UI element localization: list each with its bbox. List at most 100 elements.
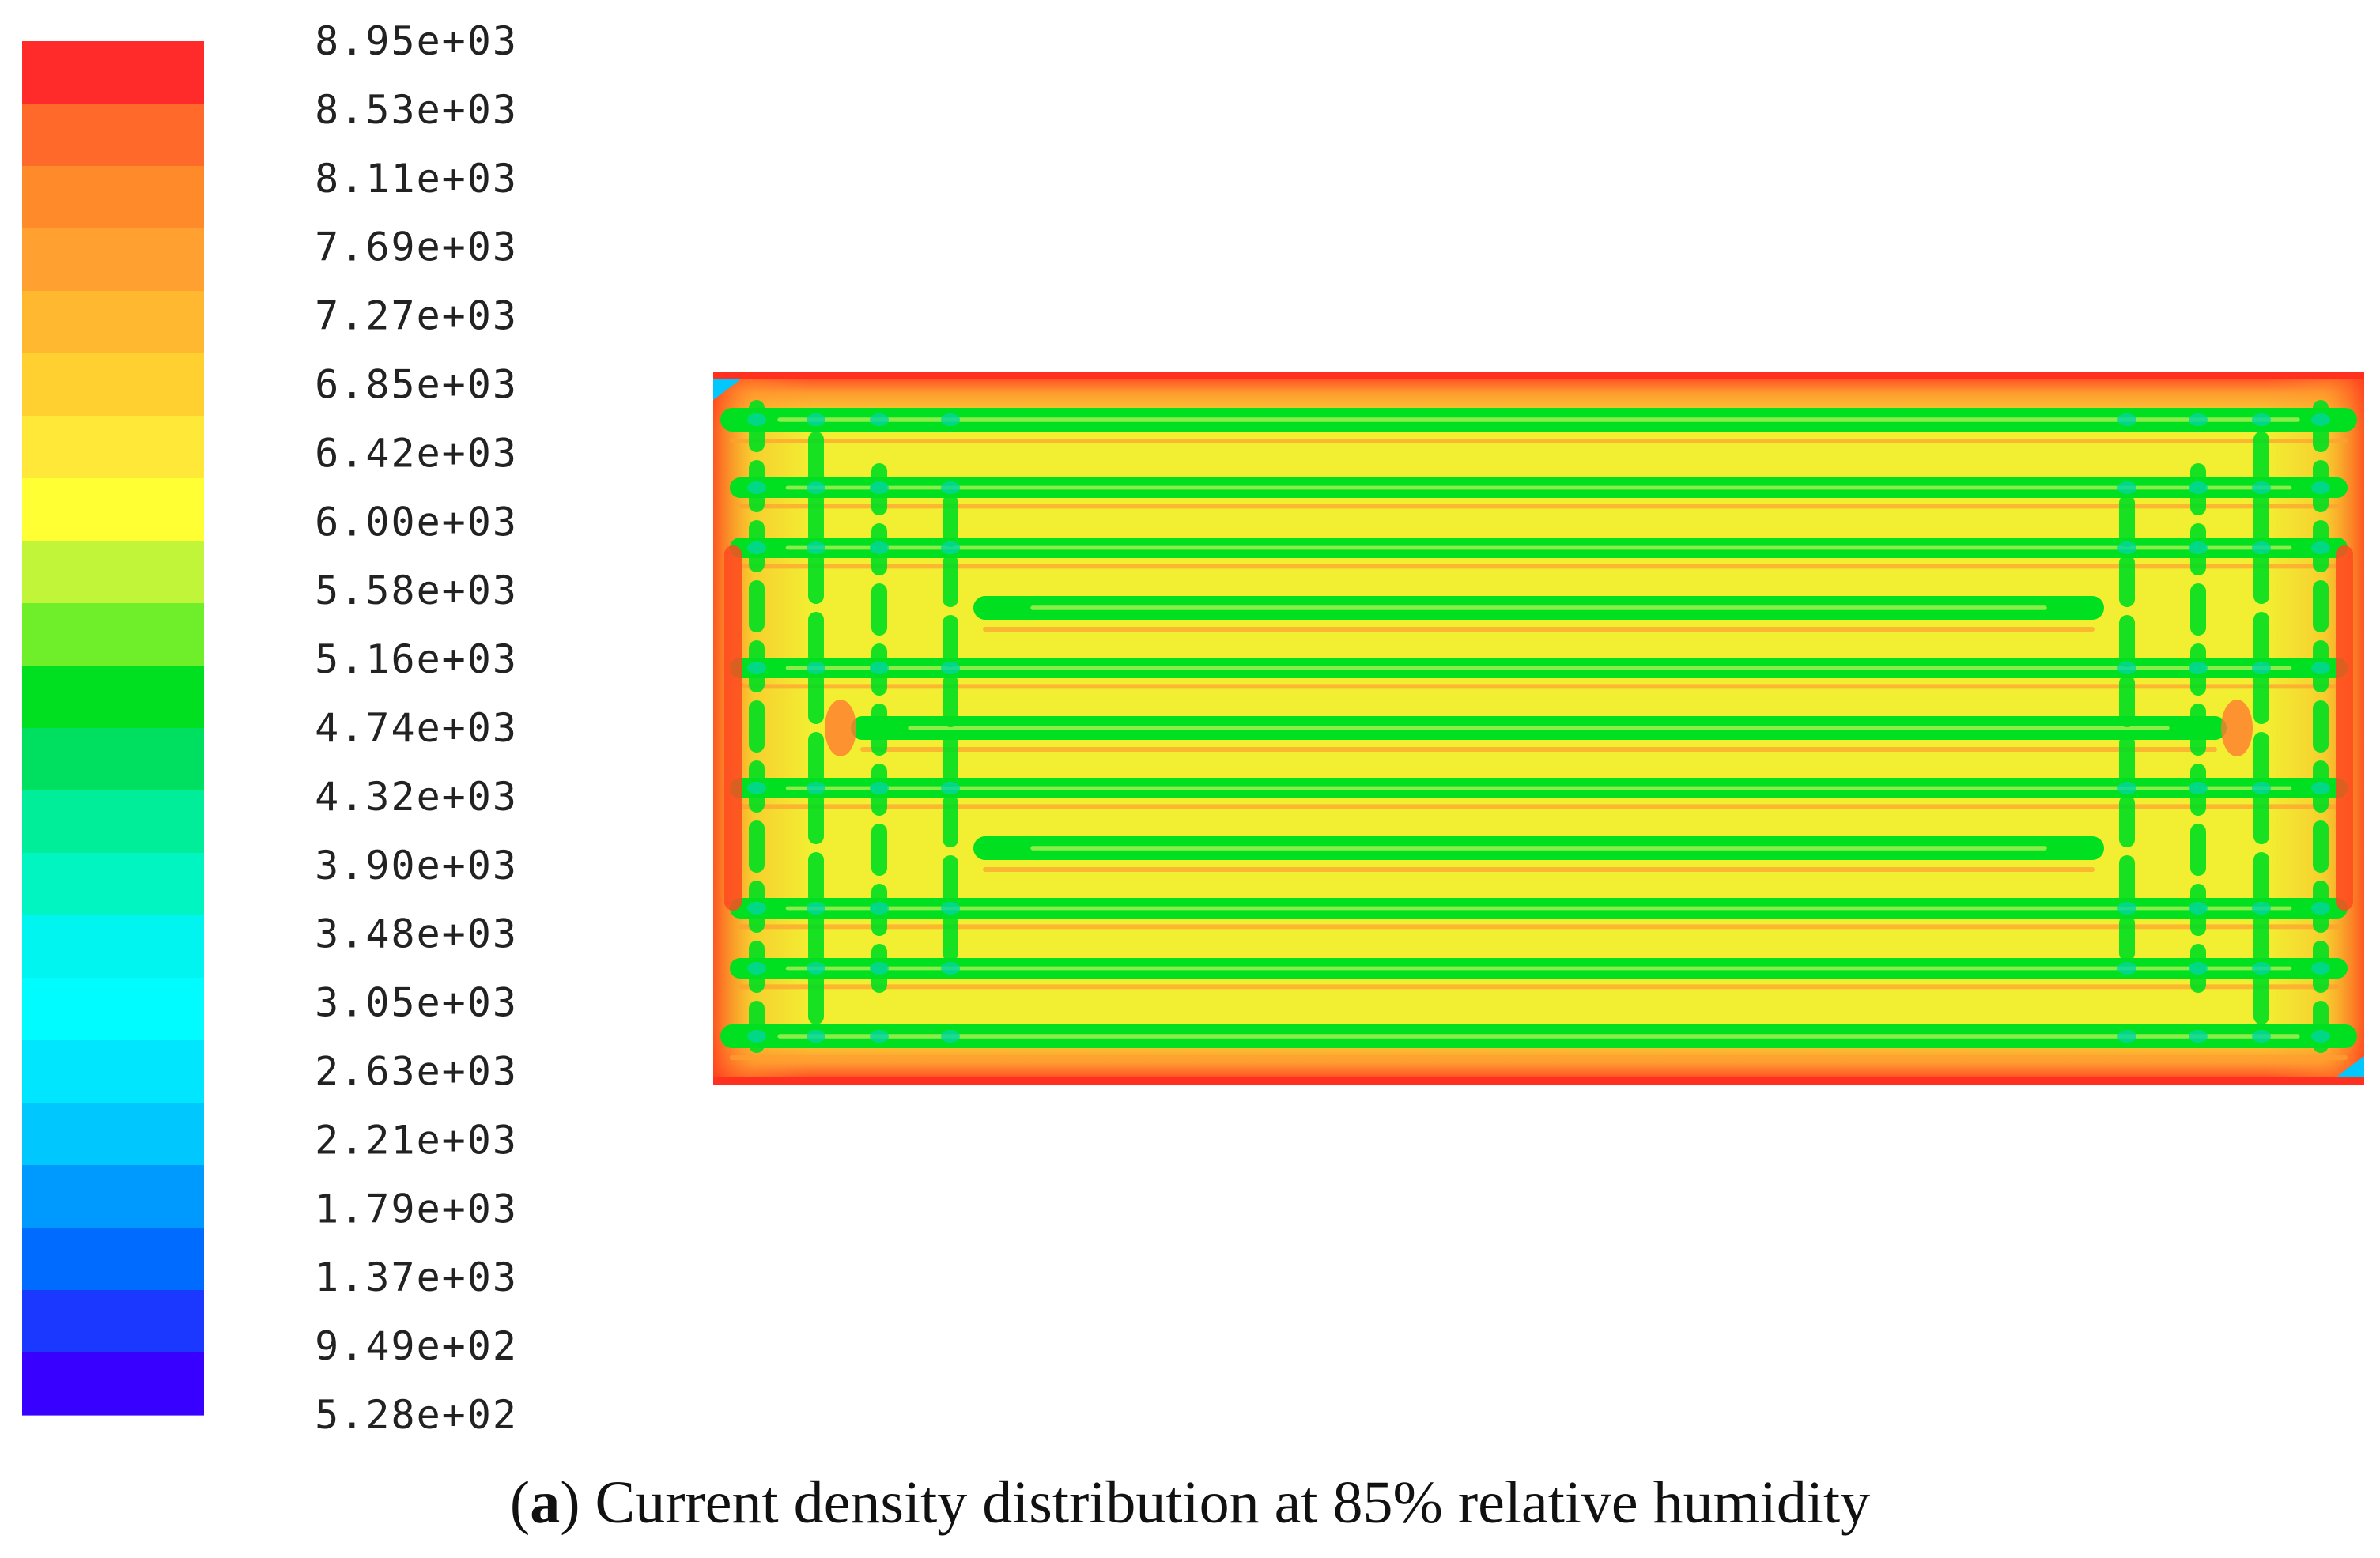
intersection-spot <box>2252 541 2271 554</box>
intersection-spot <box>807 481 825 494</box>
colorbar-band <box>22 166 204 229</box>
colorbar-tick-label: 8.11e+03 <box>315 156 518 202</box>
colorbar-band <box>22 978 204 1041</box>
intersection-spot <box>2311 782 2330 794</box>
top-edge <box>713 372 2364 379</box>
intersection-spot <box>807 541 825 554</box>
end-pocket <box>825 700 856 756</box>
intersection-spot <box>807 1030 825 1043</box>
intersection-spot <box>747 1030 766 1043</box>
colorbar-tick-label: 8.95e+03 <box>315 18 518 64</box>
colorbar-tick-label: 3.48e+03 <box>315 911 518 957</box>
intersection-spot <box>2252 1030 2271 1043</box>
colorbar-band <box>22 1040 204 1103</box>
caption-close: ) <box>560 1469 580 1536</box>
intersection-spot <box>2189 782 2208 794</box>
intersection-spot <box>2189 962 2208 975</box>
intersection-spot <box>2311 541 2330 554</box>
colorbar-band <box>22 541 204 604</box>
intersection-spot <box>2311 662 2330 674</box>
colorbar-tick-label: 4.74e+03 <box>315 705 518 751</box>
colorbar-tick-label: 6.85e+03 <box>315 362 518 408</box>
figure-caption: (a) Current density distribution at 85% … <box>0 1469 2380 1537</box>
colorbar-band <box>22 478 204 541</box>
intersection-spot <box>2189 413 2208 426</box>
intersection-spot <box>870 481 889 494</box>
colorbar-band <box>22 416 204 479</box>
colorbar-tick-label: 1.37e+03 <box>315 1254 518 1300</box>
intersection-spot <box>941 541 960 554</box>
intersection-spot <box>870 541 889 554</box>
colorbar-tick-label: 7.27e+03 <box>315 293 518 339</box>
colorbar-tick-label: 9.49e+02 <box>315 1323 518 1369</box>
colorbar-tick-label: 7.69e+03 <box>315 224 518 270</box>
intersection-spot <box>747 962 766 975</box>
colorbar-band <box>22 353 204 417</box>
intersection-spot <box>2117 662 2136 674</box>
intersection-spot <box>941 782 960 794</box>
colorbar-tick-label: 1.79e+03 <box>315 1186 518 1232</box>
colorbar-band <box>22 291 204 354</box>
colorbar-tick-label: 3.90e+03 <box>315 843 518 888</box>
intersection-spot <box>2189 662 2208 674</box>
intersection-spot <box>807 662 825 674</box>
caption-label: a <box>530 1469 561 1536</box>
intersection-spot <box>2252 481 2271 494</box>
intersection-spot <box>2189 541 2208 554</box>
colorbar-tick-label: 6.42e+03 <box>315 430 518 476</box>
intersection-spot <box>747 902 766 915</box>
colorbar-tick-label: 2.63e+03 <box>315 1049 518 1095</box>
intersection-spot <box>2311 413 2330 426</box>
intersection-spot <box>2252 902 2271 915</box>
caption-open: ( <box>509 1469 531 1536</box>
intersection-spot <box>2252 413 2271 426</box>
colorbar-tick-label: 6.00e+03 <box>315 499 518 545</box>
colorbar-band <box>22 1103 204 1166</box>
colorbar-band <box>22 104 204 167</box>
intersection-spot <box>2252 662 2271 674</box>
intersection-spot <box>2117 541 2136 554</box>
colorbar-band <box>22 790 204 854</box>
intersection-spot <box>2117 1030 2136 1043</box>
colorbar: 8.95e+03 8.53e+03 8.11e+03 7.69e+03 7.27e+03… <box>22 18 518 1438</box>
intersection-spot <box>2117 902 2136 915</box>
intersection-spot <box>870 962 889 975</box>
colorbar-band <box>22 728 204 791</box>
colorbar-band <box>22 1290 204 1353</box>
intersection-spot <box>2117 481 2136 494</box>
intersection-spot <box>2252 782 2271 794</box>
intersection-spot <box>2311 481 2330 494</box>
intersection-spot <box>2189 902 2208 915</box>
intersection-spot <box>807 962 825 975</box>
colorbar-tick-label: 3.05e+03 <box>315 980 518 1026</box>
intersection-spot <box>747 541 766 554</box>
colorbar-tick-label: 8.53e+03 <box>315 87 518 133</box>
colorbar-band <box>22 603 204 666</box>
intersection-spot <box>941 662 960 674</box>
colorbar-band <box>22 1165 204 1228</box>
intersection-spot <box>941 902 960 915</box>
intersection-spot <box>747 413 766 426</box>
intersection-spot <box>941 962 960 975</box>
caption-text: Current density distribution at 85% rela… <box>595 1469 1871 1536</box>
intersection-spot <box>870 1030 889 1043</box>
intersection-spot <box>941 1030 960 1043</box>
intersection-spot <box>941 481 960 494</box>
bottom-edge <box>713 1077 2364 1085</box>
intersection-spot <box>2311 1030 2330 1043</box>
intersection-spot <box>870 413 889 426</box>
intersection-spot <box>941 413 960 426</box>
intersection-spot <box>807 413 825 426</box>
intersection-spot <box>2117 782 2136 794</box>
intersection-spot <box>870 902 889 915</box>
colorbar-tick-label: 5.16e+03 <box>315 636 518 682</box>
colorbar-tick-label: 2.21e+03 <box>315 1117 518 1163</box>
colorbar-tick-label: 5.58e+03 <box>315 568 518 613</box>
intersection-spot <box>747 782 766 794</box>
intersection-spot <box>2252 962 2271 975</box>
colorbar-band <box>22 41 204 104</box>
colorbar-band <box>22 228 204 292</box>
intersection-spot <box>2311 902 2330 915</box>
intersection-spot <box>807 902 825 915</box>
colorbar-band <box>22 666 204 729</box>
